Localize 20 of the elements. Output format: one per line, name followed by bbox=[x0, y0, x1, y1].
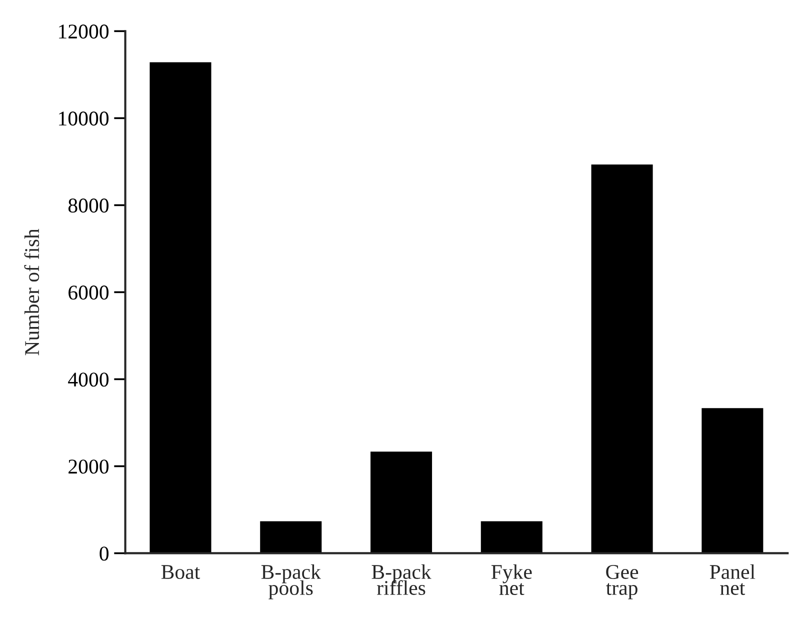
y-tick-label: 8000 bbox=[68, 198, 109, 213]
x-tick-label: Fyke net bbox=[491, 564, 532, 596]
y-tick-label: 0 bbox=[100, 546, 109, 561]
x-tick-label: Boat bbox=[161, 565, 200, 579]
y-tick-label: 4000 bbox=[68, 372, 109, 387]
x-tick-label: B-pack pools bbox=[261, 564, 321, 600]
y-tick-label: 6000 bbox=[68, 286, 109, 300]
bar bbox=[479, 520, 544, 554]
x-tick-label: B-pack riffles bbox=[372, 564, 432, 595]
y-axis-title: Number of fish bbox=[24, 228, 40, 356]
y-tick-label: 2000 bbox=[68, 460, 109, 474]
x-tick-label: Gee trap bbox=[606, 564, 638, 600]
y-tick-label: 12000 bbox=[59, 24, 109, 39]
bar bbox=[369, 450, 434, 554]
bar bbox=[148, 60, 213, 554]
bar bbox=[590, 163, 654, 554]
y-tick-label: 10000 bbox=[59, 112, 109, 126]
bar bbox=[700, 406, 765, 554]
bar bbox=[258, 520, 324, 554]
x-tick-label: Panel net bbox=[710, 564, 756, 595]
